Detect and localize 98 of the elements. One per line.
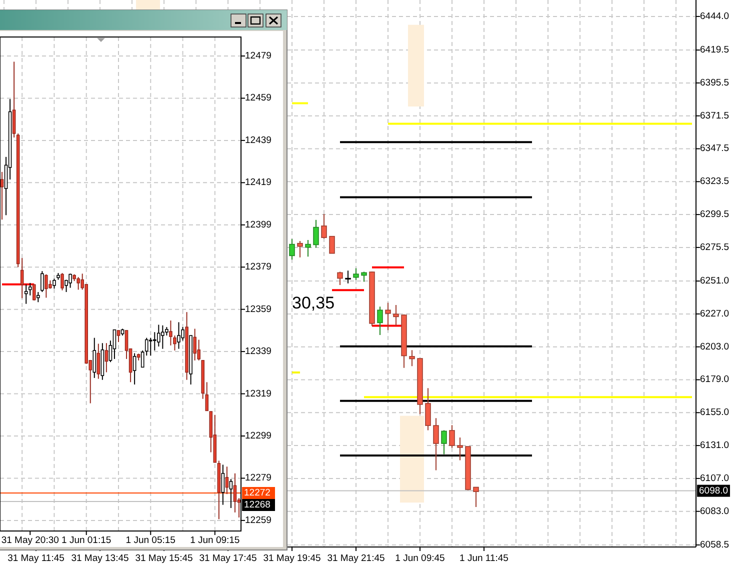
x-tick-label: 31 May 11:45 — [8, 553, 64, 564]
candlestick — [24, 284, 28, 304]
candlestick — [441, 430, 447, 455]
y-tick-label: 6107.0 — [700, 472, 730, 484]
candlestick — [52, 278, 56, 290]
y-tick-label: 12279 — [245, 472, 272, 484]
y-tick-label: 12259 — [245, 514, 272, 526]
candlestick — [104, 342, 108, 373]
candlestick — [425, 388, 431, 431]
y-tick-label: 6131.0 — [700, 440, 730, 452]
candlestick — [152, 332, 156, 351]
candlestick — [377, 306, 383, 336]
y-tick-label: 6371.5 — [700, 110, 730, 122]
y-tick-label: 12419 — [245, 177, 272, 188]
candlestick — [473, 486, 479, 508]
candlestick — [32, 284, 36, 301]
candlestick — [157, 324, 160, 347]
candlestick — [321, 214, 327, 240]
candlestick — [225, 466, 229, 495]
candlestick — [140, 350, 144, 368]
x-tick-label: 1 Jun 01:15 — [62, 535, 112, 546]
candlestick — [409, 350, 415, 367]
y-tick-label: 6347.5 — [700, 143, 730, 154]
y-tick-label: 12399 — [245, 219, 272, 230]
candlestick — [40, 270, 44, 293]
y-tick-label: 12359 — [245, 304, 272, 315]
y-tick-label: 12319 — [245, 388, 272, 400]
candlestick — [68, 273, 72, 288]
candlestick — [329, 236, 335, 254]
candlestick — [205, 382, 209, 412]
candlestick — [457, 436, 463, 461]
candlestick — [449, 424, 455, 448]
x-tick-label: 31 May 15:45 — [135, 553, 193, 564]
ref-line-label: 12272 — [244, 488, 270, 498]
ref-line-label: 12268 — [244, 500, 270, 510]
x-tick-label: 1 Jun 05:15 — [126, 535, 176, 546]
x-tick-label: 31 May 21:45 — [327, 553, 385, 564]
candlestick — [92, 337, 96, 378]
y-tick-label: 6227.0 — [700, 308, 730, 320]
candlestick — [36, 292, 40, 303]
candlestick — [173, 335, 176, 351]
candlestick — [229, 478, 233, 508]
candlestick — [297, 240, 303, 258]
y-tick-label: 6203.0 — [700, 341, 730, 352]
candlestick — [0, 171, 4, 220]
y-tick-label: 6323.5 — [700, 176, 730, 188]
candlestick — [177, 322, 180, 350]
candlestick — [221, 464, 225, 506]
y-tick-label: 6299.5 — [700, 209, 730, 220]
y-tick-label: 12479 — [245, 50, 272, 62]
x-tick-label: 1 Jun 09:45 — [395, 553, 445, 564]
candlestick — [116, 330, 120, 343]
candlestick — [305, 240, 311, 258]
candlestick — [28, 282, 32, 296]
y-tick-label: 12299 — [245, 430, 272, 442]
candlestick — [361, 271, 367, 282]
y-tick-label: 6419.5 — [700, 44, 730, 56]
y-tick-label: 12459 — [245, 92, 272, 104]
candlestick — [144, 337, 148, 356]
candlestick — [193, 328, 196, 361]
candlestick — [132, 352, 136, 385]
annotation: 30,35 — [292, 294, 335, 312]
y-tick-label: 12339 — [245, 346, 272, 358]
candlestick — [353, 268, 359, 280]
candlestick — [60, 272, 64, 291]
candlestick — [112, 329, 116, 360]
x-tick-label: 31 May 13:45 — [71, 553, 129, 564]
y-tick-label: 6275.5 — [700, 242, 730, 253]
y-tick-label: 12379 — [245, 262, 272, 273]
candlestick — [76, 276, 80, 290]
candlestick — [181, 326, 184, 342]
y-tick-label: 6155.0 — [700, 407, 730, 418]
candlestick — [337, 271, 343, 286]
y-tick-label: 6395.5 — [700, 77, 730, 88]
x-tick-label: 1 Jun 11:45 — [460, 553, 508, 564]
candlestick — [393, 304, 399, 326]
x-tick-label: 31 May 19:45 — [263, 553, 321, 564]
y-tick-label: 6058.5 — [700, 539, 730, 550]
x-tick-label: 31 May 20:30 — [1, 535, 59, 546]
x-tick-label: 31 May 17:45 — [199, 553, 257, 564]
candlestick — [96, 343, 100, 380]
y-tick-label: 6083.0 — [700, 506, 730, 517]
y-tick-label: 6251.0 — [700, 276, 730, 287]
y-tick-label: 6444.0 — [700, 10, 730, 22]
candlestick — [433, 418, 439, 471]
y-tick-label: 12439 — [245, 134, 272, 146]
candlestick — [313, 219, 319, 248]
y-tick-label: 6179.0 — [700, 374, 730, 386]
candlestick — [385, 302, 391, 331]
candlestick — [44, 274, 48, 298]
candlestick — [20, 258, 24, 299]
candlestick — [233, 472, 237, 513]
candlestick — [12, 61, 16, 138]
candlestick — [345, 270, 351, 284]
x-tick-label: 1 Jun 09:15 — [190, 535, 240, 546]
ref-line-label: 6098.0 — [699, 485, 728, 496]
candlestick — [289, 238, 295, 260]
candlestick — [161, 324, 164, 350]
